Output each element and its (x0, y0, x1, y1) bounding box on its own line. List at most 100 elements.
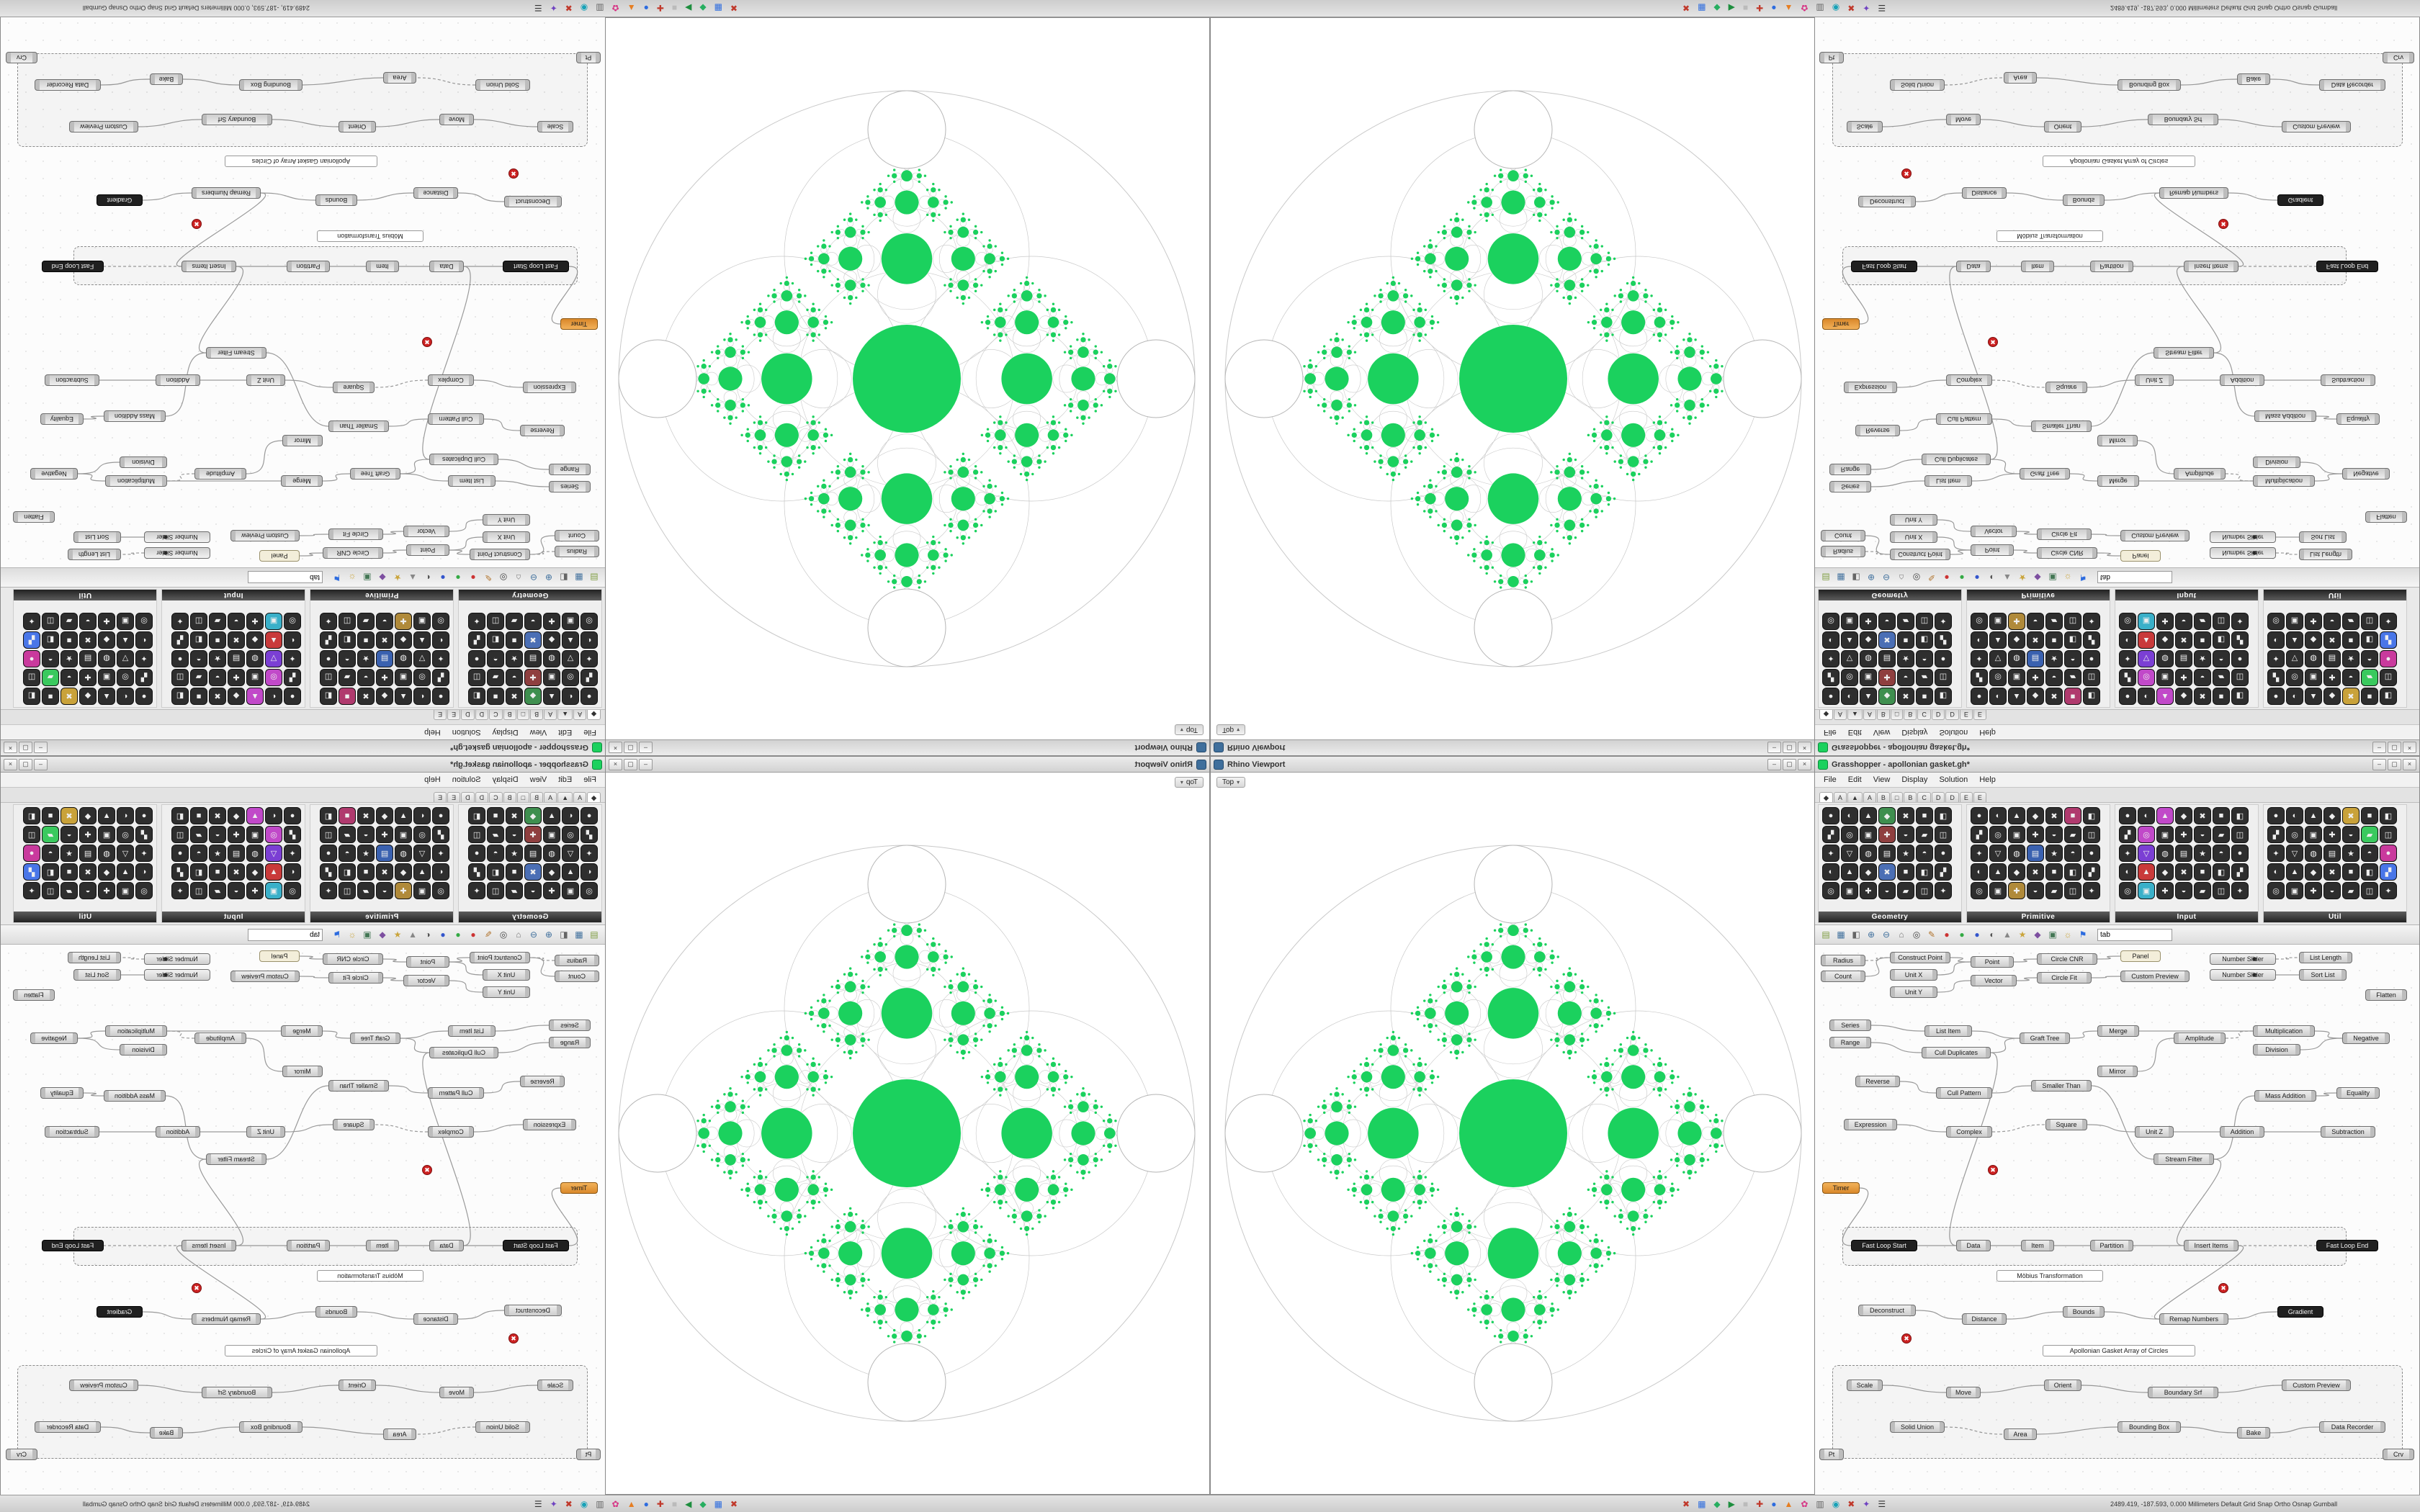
gh-node[interactable]: Bounds (315, 1306, 357, 1318)
component-icon[interactable]: ◓ (2361, 650, 2378, 667)
component-icon[interactable]: ◧ (468, 688, 485, 705)
menu-item-edit[interactable]: Edit (1847, 775, 1862, 784)
component-icon[interactable]: ◐ (1822, 631, 1839, 649)
component-icon[interactable]: ◎ (1971, 882, 1988, 899)
tray-icon[interactable]: ▦ (714, 3, 722, 13)
component-tab[interactable]: C (489, 710, 503, 720)
tray-icon[interactable]: ▲ (1784, 3, 1793, 13)
component-icon[interactable]: ✦ (581, 650, 598, 667)
gh-node[interactable]: Gradient (97, 194, 143, 206)
toolbar-icon[interactable]: ▣ (363, 930, 372, 940)
menu-item-edit[interactable]: Edit (558, 728, 573, 737)
toolbar-icon[interactable]: ● (440, 572, 446, 582)
component-tab[interactable]: E (434, 710, 447, 720)
component-icon[interactable]: ◧ (487, 631, 504, 649)
component-icon[interactable]: ▞ (320, 863, 337, 881)
panel-caption[interactable]: Util (2264, 912, 2406, 922)
gh-node[interactable]: Count (1821, 971, 1865, 982)
component-icon[interactable]: ◎ (432, 613, 449, 630)
toolbar-icon[interactable]: ◧ (560, 930, 568, 940)
gh-node[interactable]: Number Slider (144, 547, 210, 559)
component-icon[interactable]: ● (2231, 650, 2249, 667)
component-icon[interactable]: ◎ (1841, 669, 1858, 686)
component-icon[interactable]: ◍ (246, 845, 264, 862)
component-icon[interactable]: ◎ (562, 669, 579, 686)
toolbar-icon[interactable]: ⊕ (544, 930, 553, 940)
gh-node[interactable]: Sort List (73, 531, 121, 543)
component-tab[interactable]: E (1959, 710, 1973, 720)
component-icon[interactable]: ▲ (2008, 688, 2025, 705)
gh-group[interactable] (1832, 53, 2403, 147)
component-icon[interactable]: ● (1971, 688, 1988, 705)
component-icon[interactable]: ▤ (2027, 650, 2044, 667)
component-icon[interactable]: ▰ (2342, 882, 2360, 899)
gh-node[interactable]: Move (439, 1387, 474, 1398)
component-icon[interactable]: ▽ (117, 845, 134, 862)
component-icon[interactable]: ◒ (524, 882, 542, 899)
component-tab[interactable]: D (461, 792, 475, 802)
component-icon[interactable]: ▞ (468, 863, 485, 881)
component-icon[interactable]: ✖ (60, 807, 78, 824)
component-icon[interactable]: ◐ (284, 631, 301, 649)
component-tab[interactable]: □ (1890, 710, 1904, 720)
component-tab[interactable]: ▲ (1847, 792, 1863, 802)
component-icon[interactable]: ▞ (432, 669, 449, 686)
component-icon[interactable]: ▲ (562, 863, 579, 881)
toolbar-icon[interactable]: ◎ (499, 572, 508, 582)
component-icon[interactable]: ▽ (1989, 845, 2007, 862)
component-icon[interactable]: ▲ (1989, 863, 2007, 881)
component-icon[interactable]: ◎ (265, 669, 282, 686)
component-icon[interactable]: ▤ (2323, 650, 2341, 667)
panel-caption[interactable]: Primitive (310, 912, 453, 922)
gh-node[interactable]: Möbius Transformation (317, 1270, 424, 1282)
component-icon[interactable]: ✚ (228, 826, 245, 843)
panel-caption[interactable]: Geometry (1819, 912, 1961, 922)
gh-node[interactable]: Circle Fit (2037, 528, 2092, 540)
component-icon[interactable]: ▣ (395, 826, 412, 843)
gh-node[interactable]: Boundary Srf (2148, 114, 2218, 125)
viewport-name-tab[interactable]: Top ▾ (1174, 724, 1204, 735)
component-icon[interactable]: ◫ (2213, 613, 2230, 630)
close-button[interactable]: × (1798, 742, 1811, 754)
component-icon[interactable]: ▞ (284, 826, 301, 843)
component-icon[interactable]: ▰ (2342, 613, 2360, 630)
component-icon[interactable]: ✦ (2231, 882, 2249, 899)
gh-node[interactable]: Area (2004, 72, 2037, 84)
component-tab[interactable]: □ (516, 792, 530, 802)
gh-node[interactable]: Remap Numbers (2159, 187, 2228, 199)
component-icon[interactable]: ◆ (98, 863, 115, 881)
minimize-button[interactable]: – (639, 742, 653, 754)
component-icon[interactable]: ▣ (1860, 826, 1877, 843)
gh-node[interactable]: Panel (2120, 950, 2161, 962)
component-icon[interactable]: ● (468, 845, 485, 862)
gh-node[interactable]: Complex (428, 1126, 474, 1138)
canvas-search-input[interactable] (2097, 928, 2172, 941)
component-icon[interactable]: ▽ (1841, 650, 1858, 667)
component-icon[interactable]: ◍ (2156, 845, 2174, 862)
toolbar-icon[interactable]: ⊖ (529, 572, 538, 582)
component-icon[interactable]: ▲ (2138, 631, 2155, 649)
component-icon[interactable]: ◧ (2231, 807, 2249, 824)
component-icon[interactable]: ◎ (2138, 826, 2155, 843)
component-icon[interactable]: ✦ (135, 650, 153, 667)
toolbar-icon[interactable]: ▦ (1837, 572, 1845, 582)
gh-node[interactable]: Bake (150, 1427, 183, 1439)
component-icon[interactable]: ✦ (2267, 650, 2285, 667)
component-icon[interactable]: ◫ (2231, 826, 2249, 843)
panel-caption[interactable]: Primitive (310, 590, 453, 600)
gh-node[interactable]: Construct Point (470, 952, 530, 963)
component-icon[interactable]: ◍ (2008, 845, 2025, 862)
component-icon[interactable]: ▽ (562, 845, 579, 862)
component-tab[interactable]: ▲ (1847, 710, 1863, 720)
tray-icon[interactable]: ● (1771, 3, 1777, 13)
gh-node[interactable]: Multiplication (105, 1025, 167, 1037)
component-tab[interactable]: A (544, 710, 557, 720)
gh-node[interactable]: Apollonian Gasket Array of Circles (2043, 156, 2195, 167)
component-icon[interactable]: ▲ (543, 807, 560, 824)
gh-node[interactable]: Expression (523, 382, 576, 393)
component-icon[interactable]: ▽ (2138, 650, 2155, 667)
component-icon[interactable]: ● (1822, 688, 1839, 705)
gh-node[interactable]: Insert Items (2184, 1240, 2238, 1251)
gh-node[interactable]: Number Slider (2210, 547, 2276, 559)
component-icon[interactable]: ✦ (581, 845, 598, 862)
